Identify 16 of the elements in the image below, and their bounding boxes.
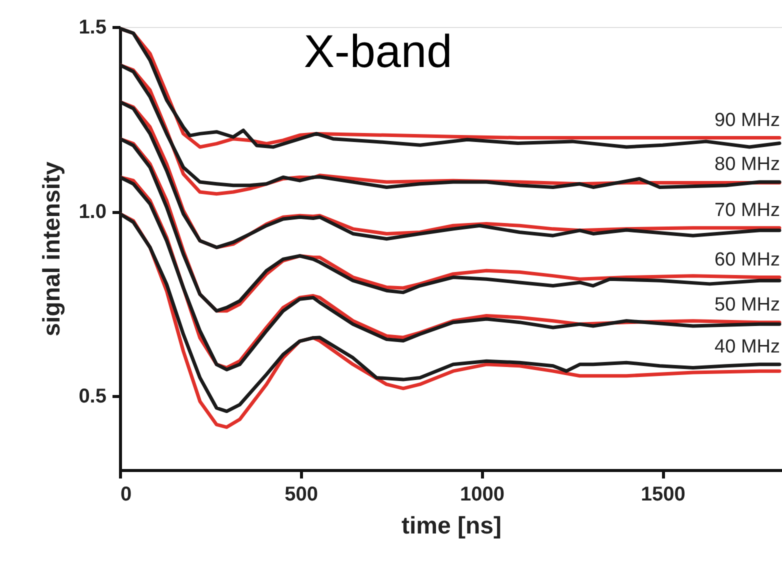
annotation: 90 MHz xyxy=(714,110,780,131)
annotation: 50 MHz xyxy=(714,294,780,316)
x-axis-title: time [ns] xyxy=(401,512,502,540)
y-axis-title: signal intensity xyxy=(38,160,66,336)
annotation: 70 MHz xyxy=(714,200,780,221)
y-tick-label: 0.5 xyxy=(78,386,106,408)
x-tick-label: 1000 xyxy=(460,484,504,506)
x-tick-label: 500 xyxy=(284,484,318,506)
y-tick-label: 1.0 xyxy=(78,201,106,224)
annotation: 60 MHz xyxy=(714,249,780,270)
x-tick-label: 1500 xyxy=(640,484,686,506)
annotation: 80 MHz xyxy=(714,154,780,176)
y-tick-label: 1.5 xyxy=(78,16,106,38)
x-tick-label: 0 xyxy=(120,484,132,506)
chart-title: X-band xyxy=(304,25,452,77)
annotation: 40 MHz xyxy=(714,336,780,358)
